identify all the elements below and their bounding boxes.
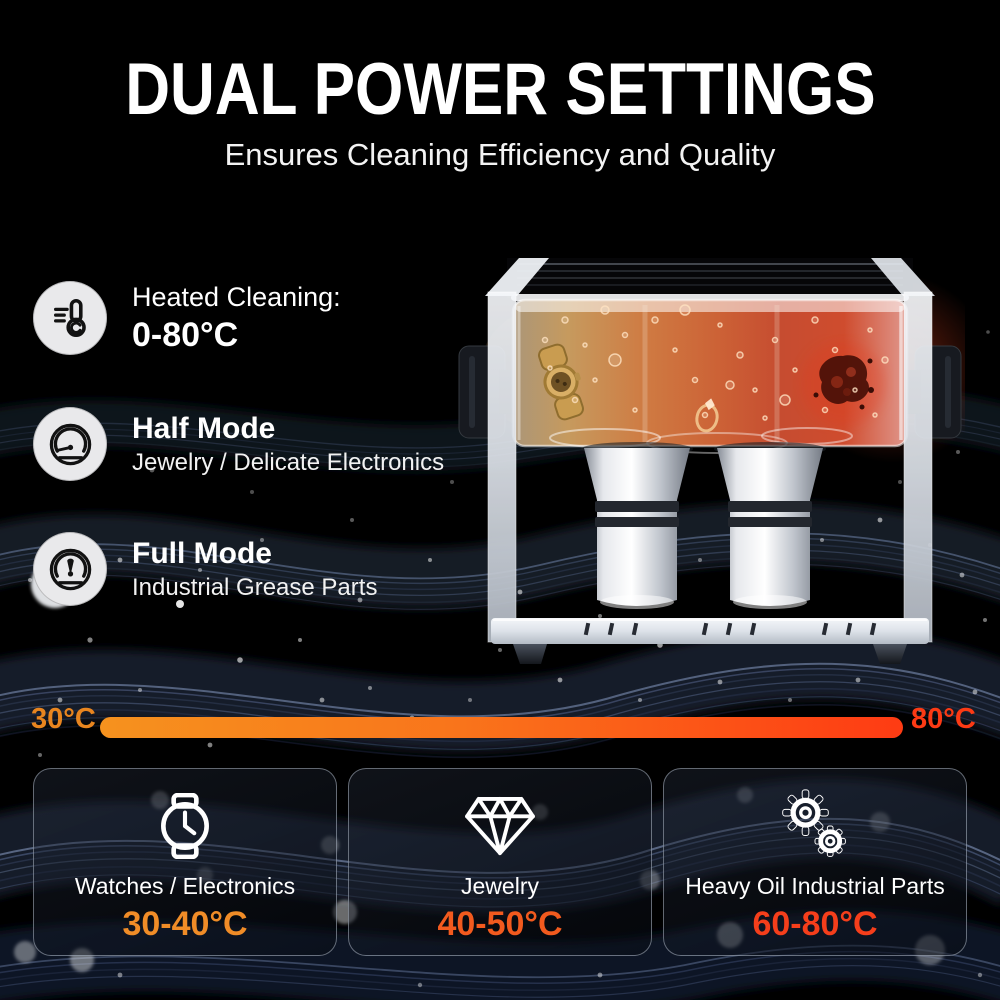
card-watches-electronics: Watches / Electronics 30-40°C (33, 768, 337, 956)
watch-icon (152, 783, 218, 869)
header: DUAL POWER SETTINGS Ensures Cleaning Eff… (0, 49, 1000, 173)
feature-subtitle: Jewelry / Delicate Electronics (132, 449, 445, 477)
card-temp: 30-40°C (122, 905, 248, 943)
card-temp: 60-80°C (752, 905, 878, 943)
card-temp: 40-50°C (437, 905, 563, 943)
feature-title: Full Mode (132, 536, 272, 570)
card-label: Watches / Electronics (74, 873, 296, 899)
bubbles (541, 304, 889, 421)
card-heavy-oil-industrial-parts: Heavy Oil Industrial Parts 60-80°C (663, 768, 967, 956)
tank (511, 298, 909, 454)
base-rail (491, 618, 929, 644)
feature-value: 0-80°C (132, 316, 239, 355)
card-label: Heavy Oil Industrial Parts (685, 873, 945, 899)
gold-watch (538, 343, 584, 421)
gauge-half-icon (33, 407, 107, 481)
foot-right (873, 644, 907, 664)
feature-half-mode: Half Mode Jewelry / Delicate Electronics (33, 407, 444, 481)
thermometer-icon (33, 280, 107, 355)
gears-icon (777, 783, 853, 869)
feature-title: Half Mode (132, 411, 276, 445)
page-subtitle: Ensures Cleaning Efficiency and Quality (224, 136, 776, 172)
card-label: Jewelry (461, 873, 539, 899)
diamond-icon (464, 783, 536, 869)
feature-heated-cleaning: Heated Cleaning: 0-80°C (33, 280, 341, 356)
card-jewelry: Jewelry 40-50°C (348, 768, 652, 956)
lid (485, 258, 935, 301)
temp-max-label: 80°C (911, 703, 976, 735)
temperature-gradient-bar (100, 717, 903, 738)
feature-subtitle: Industrial Grease Parts (132, 574, 378, 602)
transducer-right (717, 448, 823, 609)
feature-full-mode: Full Mode Industrial Grease Parts (33, 532, 377, 606)
gauge-full-icon (33, 532, 107, 606)
product-image-ultrasonic-cleaner (458, 258, 965, 664)
jewelry-ring (695, 398, 719, 433)
transducer-left (584, 448, 690, 609)
rusty-part (801, 342, 885, 426)
page-title: DUAL POWER SETTINGS (124, 49, 876, 130)
feature-title: Heated Cleaning: (132, 282, 341, 312)
temp-min-label: 30°C (31, 703, 96, 735)
foot-left (513, 644, 547, 664)
